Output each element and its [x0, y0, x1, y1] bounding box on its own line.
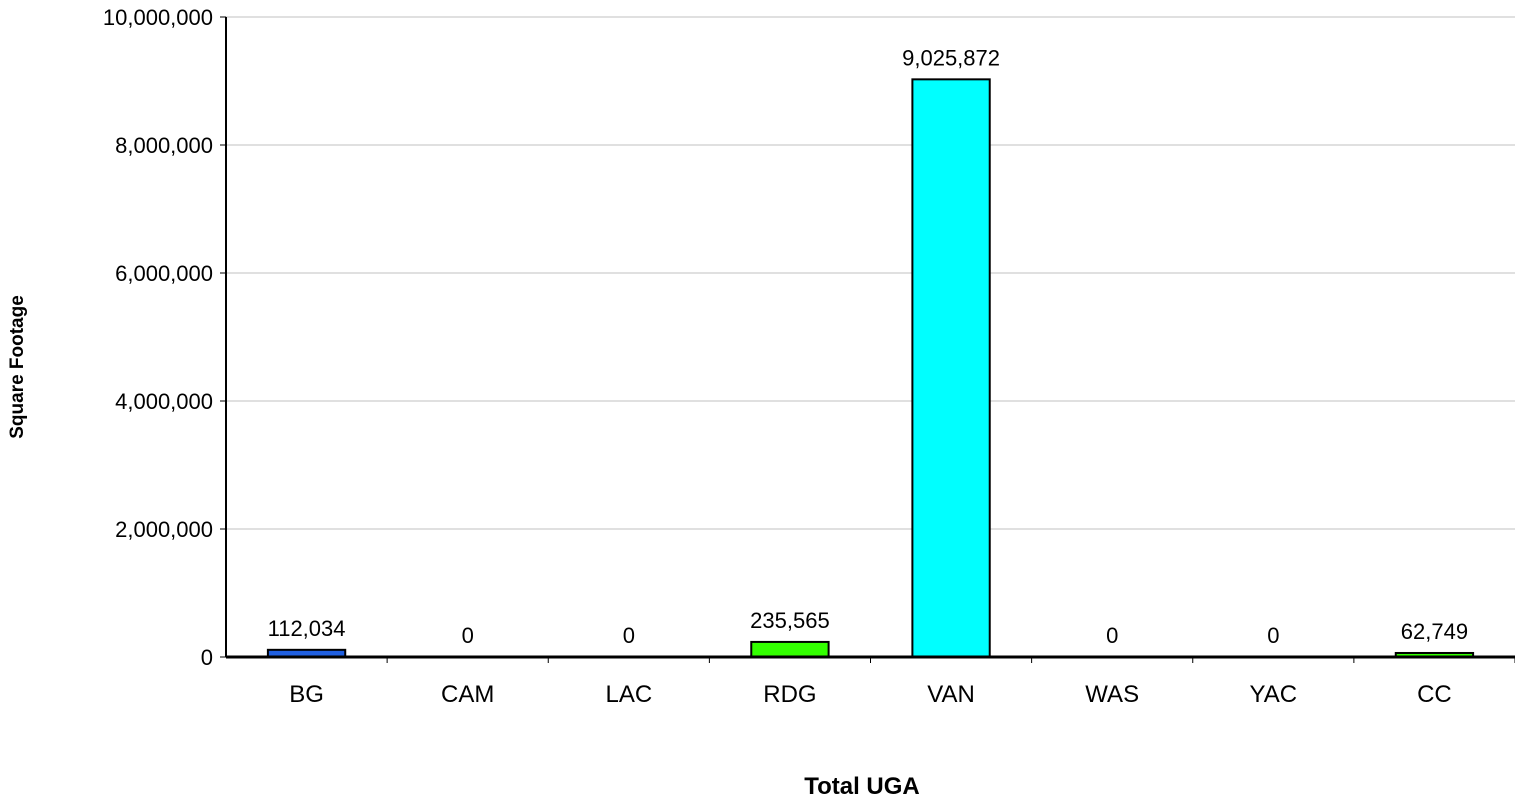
data-label-van: 9,025,872: [902, 45, 1000, 70]
bar-rdg: [750, 640, 830, 658]
y-tick-label: 2,000,000: [115, 517, 213, 542]
x-tick-label-was: WAS: [1085, 681, 1139, 708]
y-axis-title: Square Footage: [7, 295, 28, 439]
x-tick-label-rdg: RDG: [763, 681, 816, 708]
x-axis-tick-labels: BG CAM LAC RDG VAN WAS YAC CC: [289, 657, 1515, 708]
x-tick-label-cam: CAM: [441, 681, 494, 708]
bar-van: [911, 78, 991, 659]
data-labels: 112,034 0 0 235,565 9,025,872 0 0 62,749: [268, 45, 1468, 648]
x-axis-title: Total UGA: [804, 773, 920, 800]
data-label-rdg: 235,565: [750, 608, 830, 633]
data-label-yac: 0: [1267, 623, 1279, 648]
data-label-was: 0: [1106, 623, 1118, 648]
x-tick-label-cc: CC: [1417, 681, 1452, 708]
y-tick-label: 10,000,000: [103, 5, 213, 30]
y-tick-label: 4,000,000: [115, 389, 213, 414]
x-tick-label-lac: LAC: [605, 681, 652, 708]
data-label-cam: 0: [462, 623, 474, 648]
y-axis-tick-labels: 0 2,000,000 4,000,000 6,000,000 8,000,000 10,…: [103, 5, 226, 670]
x-tick-label-bg: BG: [289, 681, 324, 708]
y-tick-label: 8,000,000: [115, 133, 213, 158]
data-label-bg: 112,034: [268, 616, 346, 641]
gridlines: [226, 16, 1515, 530]
y-tick-label: 6,000,000: [115, 261, 213, 286]
data-label-lac: 0: [623, 623, 635, 648]
data-label-cc: 62,749: [1401, 619, 1468, 644]
bars: [266, 78, 1475, 659]
y-tick-label: 0: [201, 645, 213, 670]
x-tick-label-van: VAN: [927, 681, 975, 708]
x-tick-label-yac: YAC: [1250, 681, 1298, 708]
